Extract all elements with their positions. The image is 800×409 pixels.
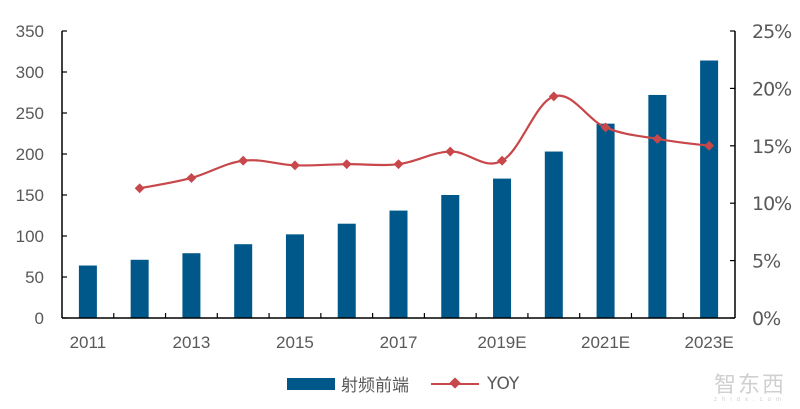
left-tick-label: 100 (16, 227, 44, 246)
diamond-marker-icon (600, 122, 611, 133)
bar (700, 60, 719, 319)
right-tick-label: 10% (752, 193, 791, 215)
left-tick-label: 150 (16, 186, 44, 205)
line-diamond-swatch-icon (431, 382, 479, 385)
left-tick-label: 50 (25, 268, 44, 287)
diamond-marker-icon (341, 159, 352, 170)
diamond-marker-icon (652, 133, 663, 144)
diamond-marker-icon (548, 91, 559, 102)
x-tick-label: 2011 (70, 333, 107, 352)
left-tick-label: 350 (16, 22, 44, 41)
diamond-marker-icon (186, 172, 197, 183)
right-tick-label: 0% (752, 308, 780, 330)
right-tick-label: 25% (752, 21, 791, 43)
bar (234, 244, 253, 318)
x-tick-label: 2013 (173, 333, 211, 352)
legend-line-label: YOY (487, 373, 520, 394)
left-tick-label: 250 (16, 104, 44, 123)
right-tick-label: 20% (752, 78, 791, 100)
diamond-marker-icon (134, 183, 145, 194)
legend-item-bar: 射频前端 (287, 371, 409, 396)
bar (182, 253, 201, 318)
legend-item-line: YOY (431, 374, 519, 394)
legend: 射频前端 YOY (287, 371, 541, 396)
x-tick-label: 2015 (276, 333, 314, 352)
bar (130, 259, 149, 318)
x-tick-label: 2019E (477, 333, 526, 352)
bar (389, 210, 408, 318)
legend-bar-label: 射频前端 (341, 376, 409, 396)
watermark: 智东西 zhidx.com (714, 367, 786, 403)
bar-swatch-icon (287, 377, 335, 390)
right-tick-label: 5% (752, 251, 780, 273)
left-axis-tick-labels: 0 50 100 150 200 250 300 350 (16, 22, 44, 328)
bar (493, 178, 512, 318)
x-tick-label: 2021E (581, 333, 630, 352)
x-tick-label: 2017 (380, 333, 418, 352)
right-tick-label: 15% (752, 136, 791, 158)
diamond-marker-icon (704, 140, 715, 151)
watermark-logo: 智东西 (713, 373, 786, 398)
bar (337, 223, 356, 318)
bar (285, 234, 304, 318)
diamond-marker-icon (445, 146, 456, 157)
diamond-marker-icon (393, 159, 404, 170)
x-tick-label: 2023E (685, 333, 734, 352)
watermark-url: zhidx.com (713, 397, 786, 403)
right-axis-tick-labels: 0% 5% 10% 15% 20% 25% (752, 21, 792, 330)
x-axis-tick-labels: 2011 2013 2015 2017 2019E 2021E 2023E (70, 333, 734, 352)
diamond-marker-icon (238, 155, 249, 166)
yoy-line-series (134, 91, 715, 194)
left-tick-label: 0 (35, 309, 44, 328)
bar (441, 195, 460, 318)
bar (78, 265, 97, 318)
diamond-marker-icon (497, 155, 507, 166)
diamond-marker-icon (290, 160, 300, 171)
left-tick-label: 300 (16, 63, 44, 82)
left-tick-label: 200 (16, 145, 44, 164)
bar (544, 151, 563, 318)
bar (648, 94, 667, 319)
axes (61, 30, 736, 319)
bar (596, 123, 615, 318)
bar-series (78, 60, 719, 319)
